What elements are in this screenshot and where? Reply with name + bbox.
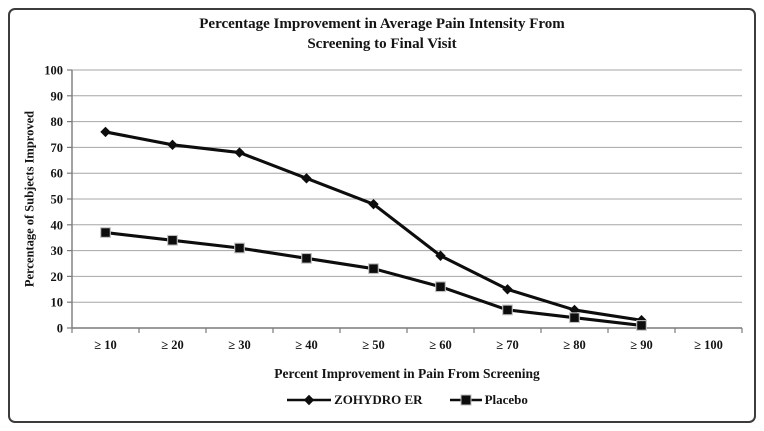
diamond-marker <box>167 139 178 151</box>
chart-title: Percentage Improvement in Average Pain I… <box>0 14 764 54</box>
y-tick-labels: 0 10 20 30 40 50 60 70 80 90 100 <box>44 64 63 336</box>
square-marker <box>368 263 379 275</box>
diamond-marker <box>301 173 312 184</box>
x-tick-label: ≥ 100 <box>694 338 723 352</box>
diamond-marker <box>435 250 446 261</box>
x-axis-title: Percent Improvement in Pain From Screeni… <box>274 366 540 381</box>
square-marker <box>569 312 580 324</box>
x-tick-label: ≥ 50 <box>362 338 385 352</box>
diamond-marker <box>100 126 111 138</box>
square-marker <box>301 252 312 264</box>
y-axis-title: Percentage of Subjects Improved <box>22 110 37 288</box>
x-tick-labels: ≥ 10 ≥ 20 ≥ 30 ≥ 40 ≥ 50 ≥ 60 ≥ 70 ≥ 80 ≥ 90 ≥ 10… <box>94 338 723 352</box>
legend-label-placebo: Placebo <box>484 392 528 407</box>
chart-title-line-1: Percentage Improvement in Average Pain I… <box>199 16 565 32</box>
y-tick-label: 90 <box>51 89 64 103</box>
y-tick-label: 0 <box>57 322 63 336</box>
square-series-legend-icon <box>449 394 482 406</box>
legend-item-zohydro: ZOHYDRO ER <box>286 392 423 408</box>
series-zohydro-er <box>100 126 647 326</box>
x-tick-label: ≥ 90 <box>630 338 653 352</box>
y-tick-label: 50 <box>51 193 64 207</box>
y-tick-label: 80 <box>51 115 64 129</box>
gridlines <box>72 69 742 303</box>
chart-title-line-2: Screening to Final Visit <box>307 36 457 52</box>
x-tick-label: ≥ 20 <box>161 338 184 352</box>
diamond-marker <box>502 284 513 295</box>
x-tick-label: ≥ 40 <box>295 338 318 352</box>
legend-item-placebo: Placebo <box>449 392 528 408</box>
x-tick-label: ≥ 70 <box>496 338 519 352</box>
diamond-series-legend-icon <box>287 394 332 406</box>
diamond-marker <box>368 198 379 210</box>
x-tick-label: ≥ 80 <box>563 338 586 352</box>
square-marker <box>435 281 446 293</box>
x-tick-label: ≥ 30 <box>228 338 251 352</box>
y-tick-label: 30 <box>51 244 64 258</box>
x-tick-label: ≥ 10 <box>94 338 117 352</box>
legend-label-zohydro: ZOHYDRO ER <box>334 392 423 407</box>
y-tick-label: 60 <box>51 167 64 181</box>
y-tick-label: 20 <box>51 270 64 284</box>
square-marker <box>636 320 647 331</box>
diamond-marker <box>234 147 245 158</box>
x-tick-label: ≥ 60 <box>429 338 452 352</box>
square-marker <box>234 242 245 254</box>
square-marker <box>502 304 513 316</box>
square-marker <box>100 227 111 238</box>
legend: ZOHYDRO ER Placebo <box>72 392 742 408</box>
square-marker <box>167 234 178 246</box>
y-tick-label: 40 <box>51 218 64 232</box>
y-tick-label: 10 <box>51 296 64 310</box>
y-tick-label: 70 <box>51 141 64 155</box>
tick-marks <box>67 69 743 333</box>
y-tick-label: 100 <box>44 64 63 78</box>
series-placebo <box>100 227 647 331</box>
